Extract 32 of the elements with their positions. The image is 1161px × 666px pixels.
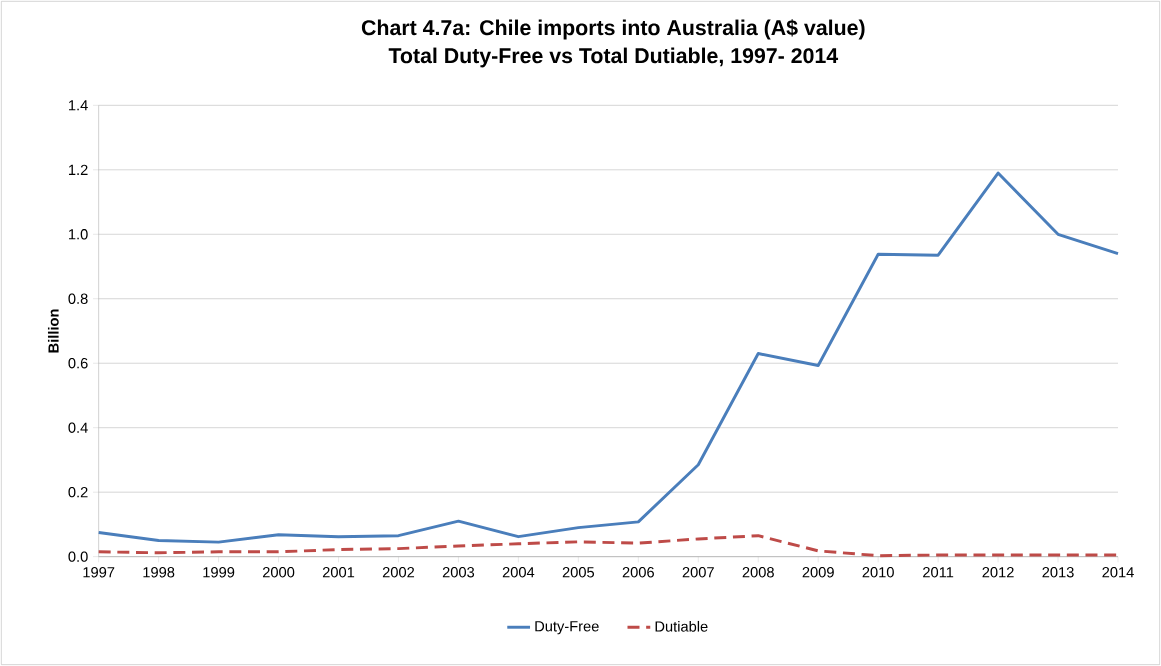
x-tick-label: 2014 — [1102, 567, 1134, 578]
line-series — [97, 171, 1120, 544]
x-tick-label: 1997 — [83, 567, 115, 578]
y-tick-label: 0.4 — [68, 422, 88, 433]
y-tick-label: 1.4 — [68, 100, 88, 111]
chart-subtitle: Total Duty-Free vs Total Dutiable, 1997- 2014 — [388, 47, 839, 68]
x-tick-label: 1998 — [143, 567, 175, 578]
x-tick-label: 1999 — [203, 567, 235, 578]
x-tick-label: 2010 — [862, 567, 894, 578]
x-tick-label: 2011 — [923, 567, 954, 578]
y-tick-label: 0.0 — [68, 551, 88, 562]
x-tick-label: 2012 — [982, 567, 1014, 578]
y-tick-label: 1.0 — [68, 229, 88, 240]
x-tick-label: 2005 — [562, 567, 595, 578]
x-tick-label: 2013 — [1042, 567, 1074, 578]
x-tick-label: 2006 — [622, 567, 654, 578]
y-tick-label: 0.8 — [68, 293, 88, 304]
x-tick-label: 2001 — [322, 567, 355, 578]
x-tick-label: 2008 — [742, 567, 774, 578]
x-tick-label: 2003 — [442, 567, 475, 578]
legend-label: Duty-Free — [535, 621, 599, 635]
y-axis-title: Billion — [47, 309, 59, 353]
y-tick-label: 0.6 — [68, 358, 88, 369]
x-tick-label: 2000 — [262, 567, 295, 578]
x-tick-label: 2007 — [682, 567, 714, 578]
x-tick-label: 2004 — [502, 567, 535, 578]
chart-title: Chart 4.7a: Chile imports into Australia (A$ value) — [361, 19, 865, 40]
y-tick-label: 1.2 — [68, 164, 88, 175]
x-tick-label: 2002 — [382, 567, 415, 578]
y-tick-label: 0.2 — [68, 487, 88, 498]
x-tick-label: 2009 — [802, 567, 834, 578]
legend-label: Dutiable — [655, 620, 708, 632]
